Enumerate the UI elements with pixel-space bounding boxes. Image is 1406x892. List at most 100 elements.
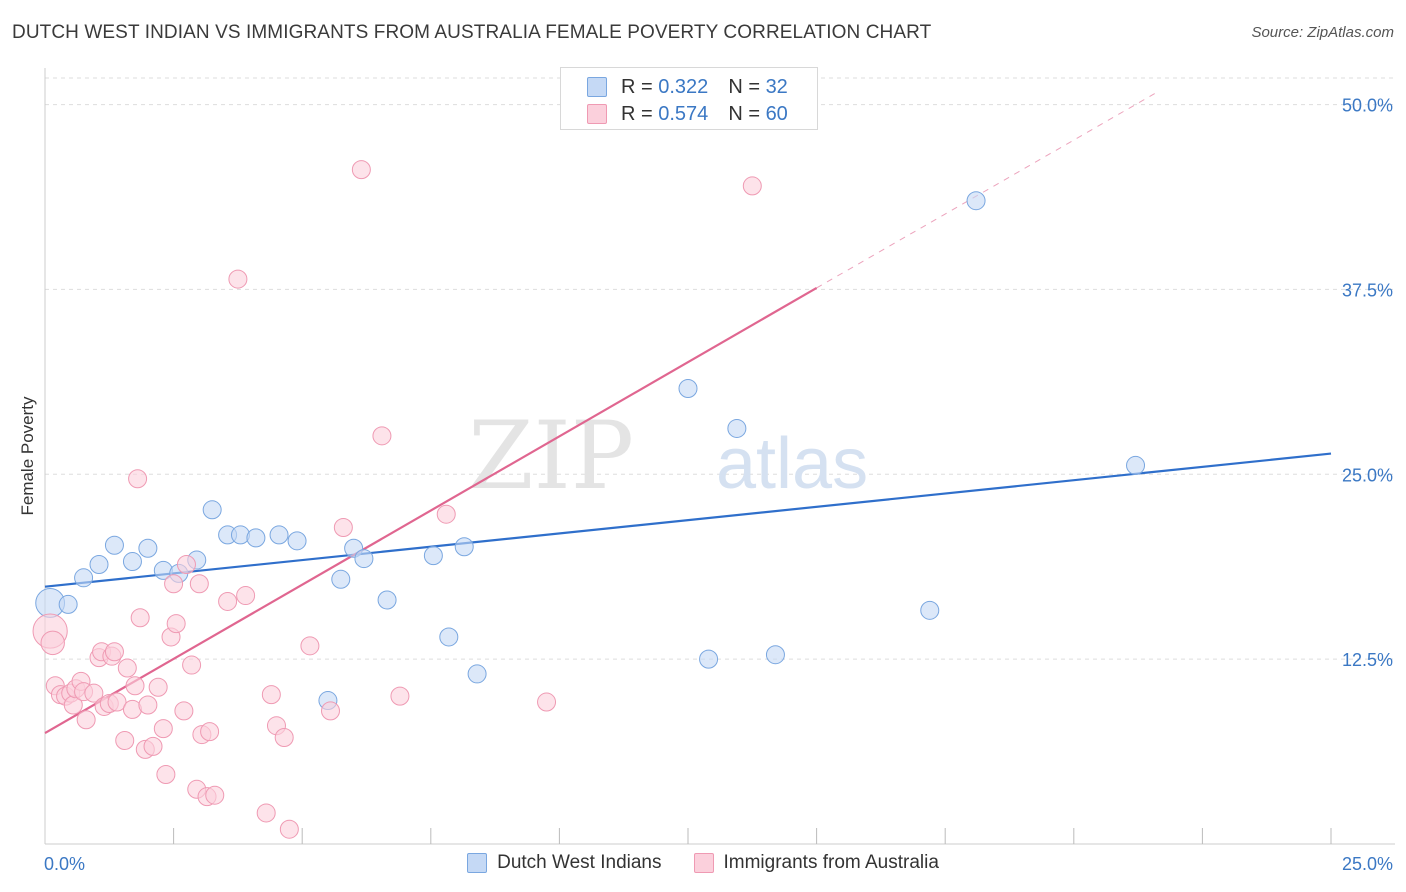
point-immigrants-australia — [200, 722, 220, 742]
chart-title: DUTCH WEST INDIAN VS IMMIGRANTS FROM AUS… — [12, 22, 932, 43]
point-immigrants-australia — [742, 176, 762, 196]
point-immigrants-australia — [115, 730, 135, 750]
point-dutch-west-indian — [138, 538, 158, 558]
point-immigrants-australia — [189, 574, 209, 594]
point-immigrants-australia — [537, 692, 557, 712]
r-label: R = — [621, 102, 653, 125]
point-immigrants-australia — [130, 608, 150, 628]
legend-swatch-pink — [587, 104, 607, 124]
point-immigrants-australia — [218, 591, 238, 611]
stats-row-dutch-west-indians: R = 0.322 N = 32 — [587, 75, 788, 99]
point-immigrants-australia — [256, 803, 276, 823]
point-dutch-west-indian — [920, 600, 940, 620]
stats-row-immigrants-from-australia: R = 0.574 N = 60 — [587, 102, 788, 126]
point-dutch-west-indian — [122, 552, 142, 572]
watermark-zip: ZIP — [468, 402, 634, 511]
trend-lines — [44, 92, 1332, 735]
point-dutch-west-indian — [454, 537, 474, 557]
point-immigrants-australia — [107, 692, 127, 712]
point-immigrants-australia — [436, 504, 456, 524]
point-dutch-west-indian — [727, 418, 747, 438]
n-value: 32 — [765, 75, 788, 98]
n-label: N = — [728, 75, 760, 98]
point-dutch-west-indian — [246, 528, 266, 548]
n-label: N = — [728, 102, 760, 125]
point-dutch-west-indian — [331, 569, 351, 589]
point-dutch-west-indian — [966, 191, 986, 211]
y-axis-label: Female Poverty — [18, 396, 37, 516]
series-legend: Dutch West Indians Immigrants from Austr… — [0, 852, 1406, 874]
point-immigrants-australia — [76, 710, 96, 730]
legend-item-dutch-west-indians[interactable]: Dutch West Indians — [467, 852, 662, 874]
point-immigrants-australia — [300, 636, 320, 656]
trend-line-immigrants-australia — [44, 287, 818, 735]
point-immigrants-australia — [153, 719, 173, 739]
point-dutch-west-indian — [467, 664, 487, 684]
stats-legend: R = 0.322 N = 32 R = 0.574 N = 60 — [560, 67, 818, 130]
point-immigrants-australia — [390, 686, 410, 706]
r-value: 0.322 — [658, 75, 709, 98]
point-immigrants-australia — [148, 677, 168, 697]
r-value: 0.574 — [658, 102, 709, 125]
point-dutch-west-indian — [1126, 455, 1146, 475]
point-immigrants-australia — [205, 785, 225, 805]
point-dutch-west-indian — [678, 379, 698, 399]
watermark-atlas: atlas — [716, 424, 868, 504]
point-immigrants-australia — [351, 160, 371, 180]
point-immigrants-australia — [156, 764, 176, 784]
y-tick-label: 12.5% — [1342, 650, 1393, 670]
data-points — [32, 160, 1146, 839]
point-immigrants-australia — [143, 736, 163, 756]
point-dutch-west-indian — [765, 645, 785, 665]
point-dutch-west-indian — [269, 525, 289, 545]
x-tick-label: 0.0% — [44, 854, 85, 874]
point-dutch-west-indian — [287, 531, 307, 551]
grid-lines — [45, 77, 1395, 660]
legend-label: Immigrants from Australia — [723, 852, 939, 873]
point-immigrants-australia — [228, 269, 248, 289]
point-immigrants-australia — [84, 683, 104, 703]
trend-line-dutch-west-indians — [44, 452, 1332, 588]
point-immigrants-australia — [40, 630, 65, 656]
point-immigrants-australia — [138, 695, 158, 715]
watermark: ZIP atlas — [468, 402, 868, 511]
point-dutch-west-indian — [202, 500, 222, 520]
legend-swatch-pink — [693, 853, 714, 873]
point-immigrants-australia — [333, 518, 353, 538]
point-dutch-west-indian — [89, 554, 109, 574]
legend-label: Dutch West Indians — [497, 852, 662, 873]
point-dutch-west-indian — [104, 535, 124, 555]
n-value: 60 — [765, 102, 788, 125]
point-immigrants-australia — [174, 701, 194, 721]
point-dutch-west-indian — [439, 627, 459, 647]
x-tick-label: 25.0% — [1342, 854, 1393, 874]
y-tick-label: 25.0% — [1342, 465, 1393, 485]
point-immigrants-australia — [117, 658, 137, 678]
point-immigrants-australia — [320, 701, 340, 721]
point-immigrants-australia — [261, 685, 281, 705]
point-immigrants-australia — [182, 655, 202, 675]
legend-item-immigrants-from-australia[interactable]: Immigrants from Australia — [693, 852, 939, 874]
trend-line-extension — [816, 92, 1157, 289]
point-dutch-west-indian — [377, 590, 397, 610]
tick-labels: 12.5% 25.0% 37.5% 50.0% 0.0% 25.0% — [44, 96, 1393, 874]
point-immigrants-australia — [125, 676, 145, 696]
point-dutch-west-indian — [58, 594, 78, 614]
point-immigrants-australia — [166, 614, 186, 634]
point-immigrants-australia — [279, 819, 299, 839]
point-immigrants-australia — [164, 574, 184, 594]
point-immigrants-australia — [274, 728, 294, 748]
point-dutch-west-indian — [230, 525, 250, 545]
point-immigrants-australia — [104, 642, 124, 662]
point-dutch-west-indian — [699, 649, 719, 669]
legend-swatch-blue — [587, 77, 607, 97]
source-label: Source: ZipAtlas.com — [1251, 24, 1394, 41]
point-immigrants-australia — [372, 426, 392, 446]
point-immigrants-australia — [176, 554, 196, 574]
point-immigrants-australia — [236, 586, 256, 606]
legend-swatch-blue — [467, 853, 488, 873]
point-dutch-west-indian — [354, 549, 374, 569]
axes — [44, 68, 1395, 845]
y-tick-label: 37.5% — [1342, 280, 1393, 300]
